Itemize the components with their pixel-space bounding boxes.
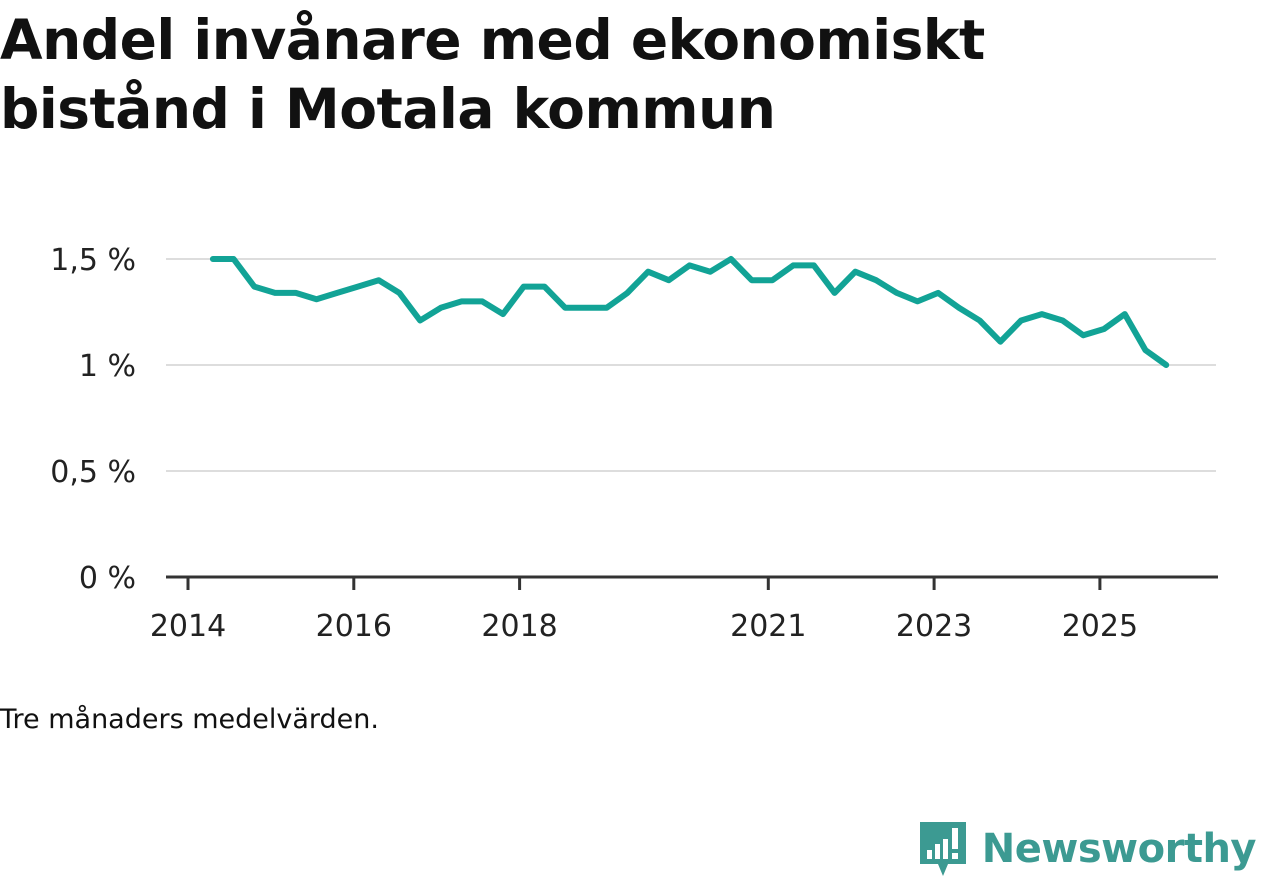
data-point — [1018, 318, 1024, 323]
x-tick-label: 2021 — [730, 609, 806, 644]
data-point — [1060, 318, 1066, 323]
newsworthy-logo-icon — [919, 822, 966, 876]
data-point — [707, 269, 713, 275]
data-point — [1163, 362, 1169, 368]
y-tick-label: 1,5 % — [50, 243, 136, 278]
data-point — [1122, 311, 1128, 317]
data-point — [231, 256, 237, 262]
data-point — [562, 305, 568, 311]
chart-note: Tre månaders medelvärden. — [0, 704, 379, 735]
data-point — [438, 305, 444, 311]
data-point — [459, 298, 465, 304]
data-point — [811, 262, 817, 268]
data-point — [1143, 347, 1148, 353]
data-point — [334, 290, 340, 296]
data-point — [604, 305, 610, 311]
data-point — [355, 284, 361, 290]
data-point — [894, 290, 900, 296]
x-tick-label: 2018 — [481, 609, 557, 644]
data-point — [852, 269, 858, 275]
data-point — [728, 256, 734, 262]
data-point — [790, 262, 796, 268]
x-tick-label: 2014 — [150, 609, 226, 644]
data-point — [1101, 326, 1107, 332]
x-tick-label: 2025 — [1062, 609, 1138, 644]
data-point — [479, 298, 485, 304]
chart-title: Andel invånare med ekonomiskt bistånd i … — [0, 8, 985, 141]
x-tick-label: 2023 — [896, 609, 972, 644]
data-point — [997, 339, 1003, 345]
data-point — [977, 318, 983, 323]
data-point — [521, 284, 527, 290]
y-tick-label: 0 % — [79, 561, 136, 596]
brand-name: Newsworthy — [981, 826, 1257, 872]
data-point — [666, 277, 672, 283]
data-point — [376, 277, 382, 283]
y-tick-label: 0,5 % — [50, 455, 136, 490]
data-point — [769, 277, 775, 283]
data-point — [251, 284, 257, 290]
grid-layer — [166, 258, 1216, 472]
data-point — [314, 296, 319, 302]
data-point — [935, 290, 941, 296]
data-point — [749, 277, 755, 283]
data-point — [624, 290, 630, 296]
data-point — [542, 284, 547, 290]
data-point — [1080, 332, 1086, 338]
data-point — [583, 305, 589, 311]
data-point — [417, 318, 423, 323]
data-point — [832, 290, 838, 296]
axis-layer: 0 % 0,5 % 1 % 1,5 % 2014 2016 2018 2021 2023 2025 — [50, 243, 1218, 644]
data-point — [873, 277, 879, 283]
data-point — [293, 290, 299, 296]
data-point — [645, 269, 651, 275]
data-point — [272, 290, 278, 296]
data-point — [396, 290, 402, 296]
data-point — [210, 256, 216, 262]
data-point — [500, 311, 506, 317]
brand-logo: Newsworthy — [918, 820, 1257, 878]
series-layer — [209, 256, 1170, 368]
y-tick-label: 1 % — [79, 349, 136, 384]
x-tick-label: 2016 — [316, 609, 392, 644]
data-point — [915, 298, 920, 304]
data-point — [687, 262, 692, 268]
data-point — [1039, 311, 1045, 317]
series-line-0 — [209, 256, 1170, 368]
data-point — [956, 305, 962, 311]
